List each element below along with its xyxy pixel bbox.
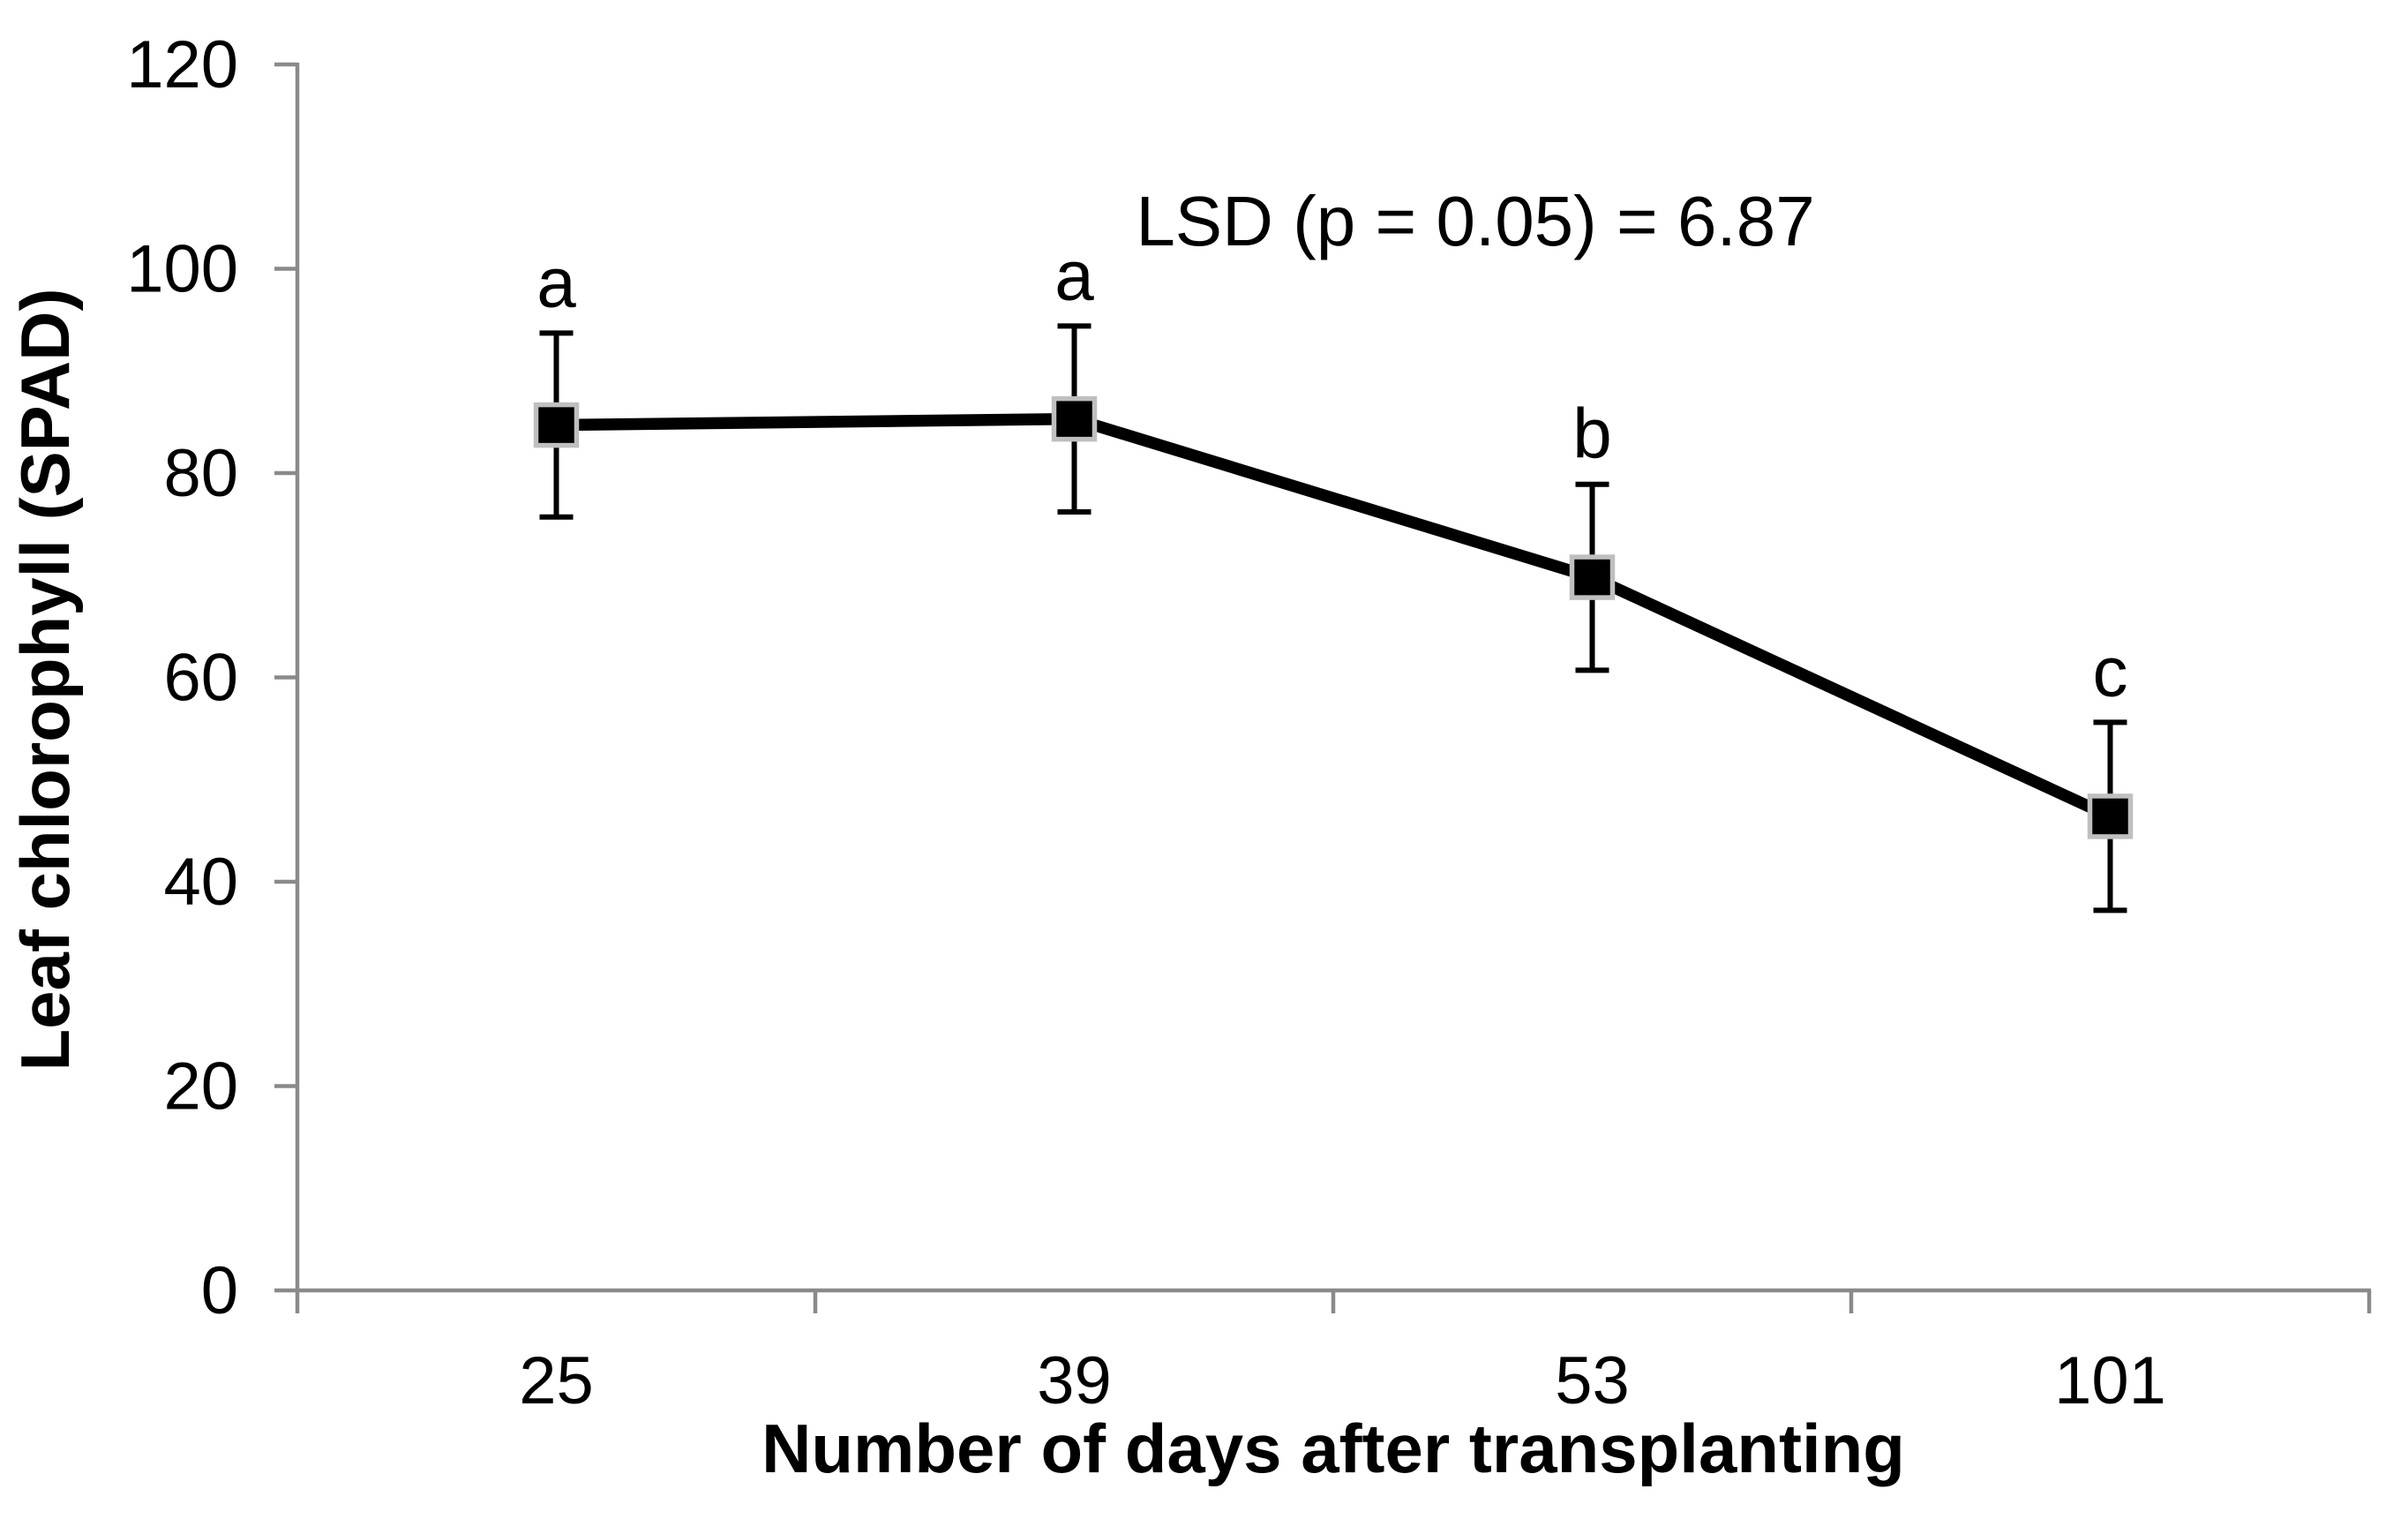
significance-letter: c — [2093, 632, 2128, 711]
x-tick-label: 53 — [1555, 1343, 1630, 1418]
data-point-marker — [2087, 793, 2134, 839]
y-tick-label: 100 — [126, 232, 238, 307]
significance-letter: a — [536, 243, 576, 321]
x-tick-label: 101 — [2054, 1343, 2166, 1418]
data-line-layer — [556, 412, 2113, 823]
y-tick-label: 80 — [163, 436, 238, 511]
significance-letter: b — [1572, 395, 1612, 473]
data-markers — [533, 395, 2134, 839]
x-tick-label: 25 — [519, 1343, 594, 1418]
x-axis-title: Number of days after transplanting — [761, 1410, 1905, 1487]
y-tick-label: 120 — [126, 27, 238, 102]
x-tick-label: 39 — [1037, 1343, 1112, 1418]
axes — [274, 62, 2372, 1313]
y-tick-label: 0 — [201, 1253, 238, 1328]
y-tick-labels: 0 20 40 60 80 100 120 — [126, 27, 238, 1328]
y-tick-label: 40 — [163, 845, 238, 920]
data-point-marker — [1051, 395, 1098, 442]
y-tick-label: 20 — [163, 1049, 238, 1124]
significance-letters: a a b c — [536, 236, 2127, 711]
x-tick-labels: 25 39 53 101 — [519, 1343, 2166, 1418]
data-line — [556, 412, 2113, 823]
data-point-marker — [1569, 554, 1616, 600]
lsd-annotation: LSD (p = 0.05) = 6.87 — [1136, 182, 1814, 260]
error-bars — [539, 323, 2127, 914]
y-axis-title: Leaf chlorophyll (SPAD) — [6, 289, 84, 1072]
significance-letter: a — [1054, 236, 1094, 314]
y-tick-label: 60 — [163, 641, 238, 716]
data-point-marker — [533, 402, 580, 448]
